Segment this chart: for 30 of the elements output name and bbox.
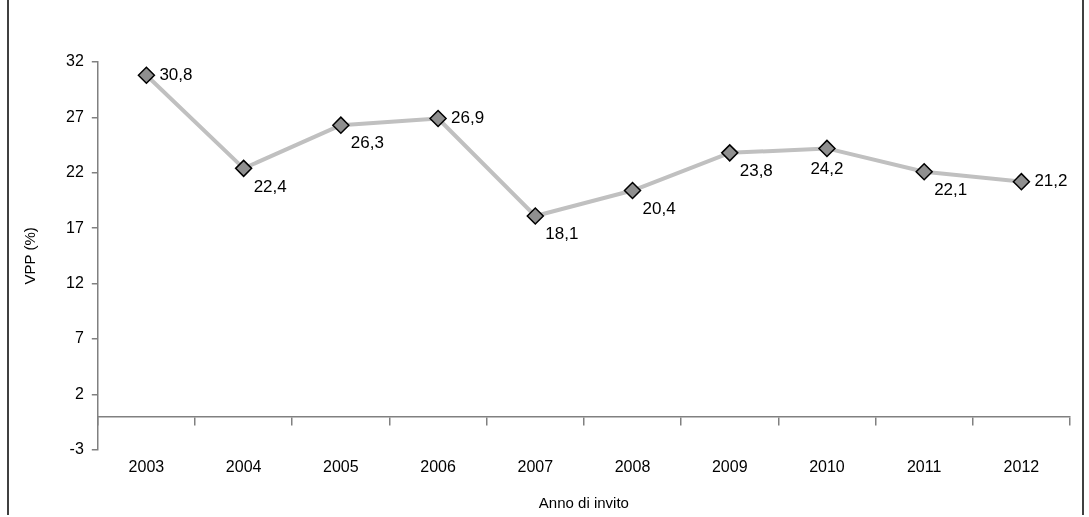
data-label: 22,4 — [253, 176, 287, 196]
x-tick-label: 2009 — [711, 457, 748, 475]
x-tick-label: 2003 — [128, 457, 165, 475]
data-label: 20,4 — [642, 198, 676, 218]
x-tick-label: 2007 — [517, 457, 554, 475]
y-tick-label: 27 — [66, 107, 84, 125]
x-tick-label: 2011 — [906, 457, 942, 475]
x-tick-label: 2012 — [1003, 457, 1040, 475]
y-tick-label: 7 — [74, 329, 84, 347]
x-tick-label: 2008 — [614, 457, 651, 475]
y-tick-label: 12 — [66, 274, 84, 292]
data-label: 26,9 — [451, 108, 485, 128]
y-tick-label: 32 — [66, 52, 84, 70]
x-tick-label: 2006 — [420, 457, 456, 475]
data-label: 24,2 — [810, 158, 844, 178]
y-tick-label: -3 — [69, 440, 84, 458]
x-tick-label: 2005 — [323, 457, 359, 475]
x-tick-label: 2010 — [809, 457, 845, 475]
data-label: 30,8 — [159, 64, 193, 84]
data-label: 23,8 — [739, 161, 773, 181]
x-tick-label: 2004 — [225, 457, 262, 475]
data-label: 21,2 — [1034, 171, 1068, 191]
data-label: 26,3 — [350, 133, 384, 153]
y-axis-title: VPP (%) — [21, 227, 39, 285]
y-tick-label: 22 — [66, 163, 84, 181]
y-tick-label: 17 — [66, 218, 84, 236]
x-axis-title: Anno di invito — [538, 494, 629, 512]
data-label: 18,1 — [545, 224, 579, 244]
y-tick-label: 2 — [74, 384, 84, 402]
data-label: 22,1 — [934, 179, 968, 199]
